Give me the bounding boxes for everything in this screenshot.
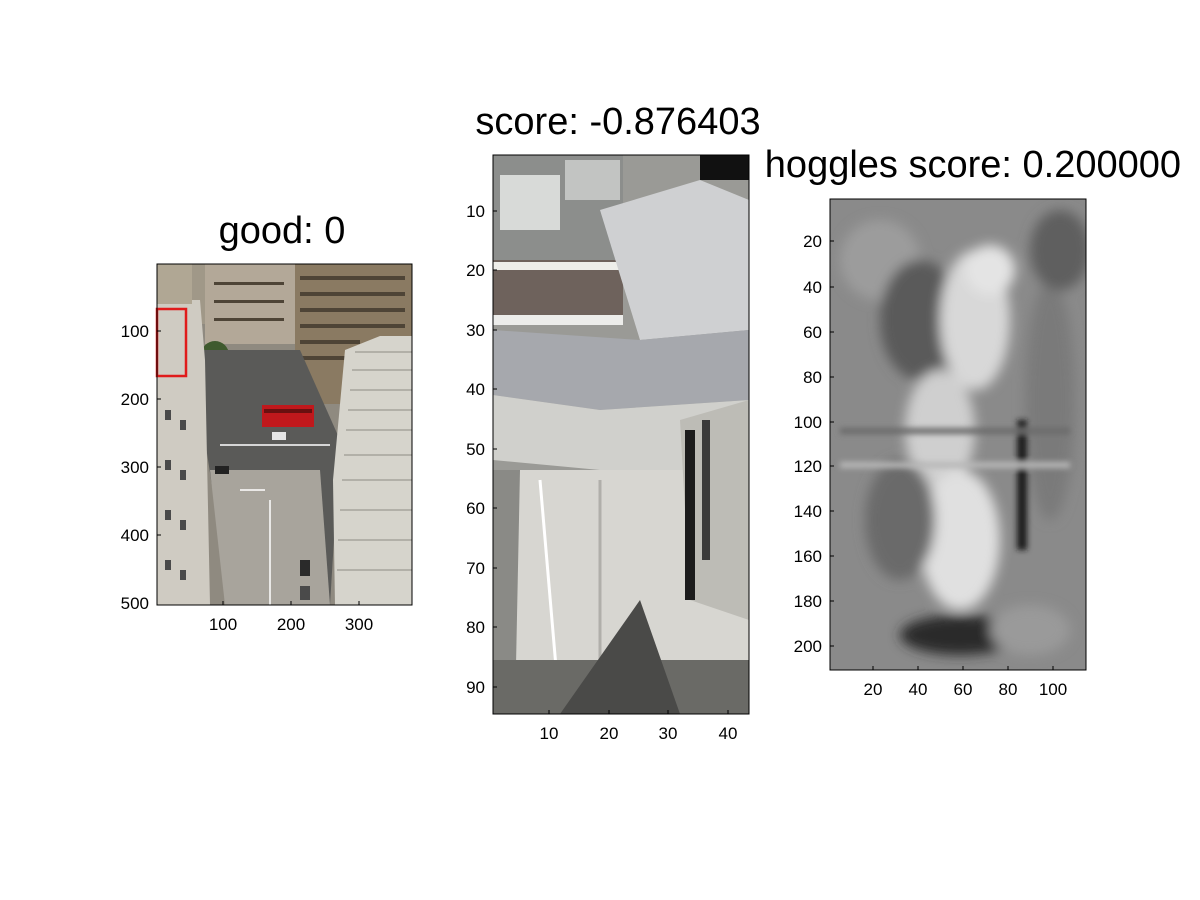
panel-score-yticks: 10 20 30 40 50 60 70 80 90	[466, 202, 497, 697]
ytick-label: 200	[121, 390, 149, 409]
panel-hoggles-xticks: 20 40 60 80 100	[864, 666, 1067, 699]
ytick-label: 20	[466, 261, 485, 280]
ytick-label: 20	[803, 232, 822, 251]
panel-score-frame	[492, 154, 750, 715]
panel-score-title: score: -0.876403	[475, 101, 760, 143]
xtick-label: 300	[345, 615, 373, 634]
ytick-label: 80	[803, 368, 822, 387]
ytick-label: 30	[466, 321, 485, 340]
ytick-label: 60	[803, 323, 822, 342]
panel-good-xticks: 100 200 300	[209, 601, 373, 634]
panel-hoggles-frame	[829, 198, 1087, 671]
ytick-label: 400	[121, 526, 149, 545]
ytick-label: 40	[803, 278, 822, 297]
xtick-label: 40	[719, 724, 738, 743]
panel-hoggles-title: hoggles score: 0.200000	[765, 144, 1181, 186]
ytick-label: 100	[794, 413, 822, 432]
panel-score: score: -0.876403	[466, 101, 761, 743]
panel-good-title: good: 0	[219, 210, 346, 252]
ytick-label: 80	[466, 618, 485, 637]
panel-hoggles-yticks: 20 40 60 80 100 120 140 160 180 200	[794, 232, 834, 656]
panel-score-xticks: 10 20 30 40	[540, 710, 738, 743]
ytick-label: 50	[466, 440, 485, 459]
xtick-label: 40	[909, 680, 928, 699]
xtick-label: 100	[209, 615, 237, 634]
ytick-label: 160	[794, 547, 822, 566]
xtick-label: 80	[999, 680, 1018, 699]
building-crop-image	[493, 155, 749, 714]
ytick-label: 120	[794, 457, 822, 476]
ytick-label: 300	[121, 458, 149, 477]
city-street-photo	[157, 264, 412, 605]
panel-good-frame	[156, 263, 413, 606]
ytick-label: 200	[794, 637, 822, 656]
ytick-label: 90	[466, 678, 485, 697]
panel-good: good: 0	[121, 210, 413, 634]
xtick-label: 200	[277, 615, 305, 634]
ytick-label: 70	[466, 559, 485, 578]
panel-hoggles: 20 40 60 80 100 120 140 160 180 200 20 4…	[765, 144, 1181, 699]
ytick-label: 100	[121, 322, 149, 341]
xtick-label: 60	[954, 680, 973, 699]
xtick-label: 100	[1039, 680, 1067, 699]
xtick-label: 10	[540, 724, 559, 743]
ytick-label: 180	[794, 592, 822, 611]
ytick-label: 40	[466, 380, 485, 399]
ytick-label: 60	[466, 499, 485, 518]
ytick-label: 140	[794, 502, 822, 521]
hoggles-image	[830, 199, 1086, 670]
panel-good-yticks: 100 200 300 400 500	[121, 322, 161, 613]
xtick-label: 30	[659, 724, 678, 743]
ytick-label: 500	[121, 594, 149, 613]
xtick-label: 20	[864, 680, 883, 699]
ytick-label: 10	[466, 202, 485, 221]
xtick-label: 20	[600, 724, 619, 743]
